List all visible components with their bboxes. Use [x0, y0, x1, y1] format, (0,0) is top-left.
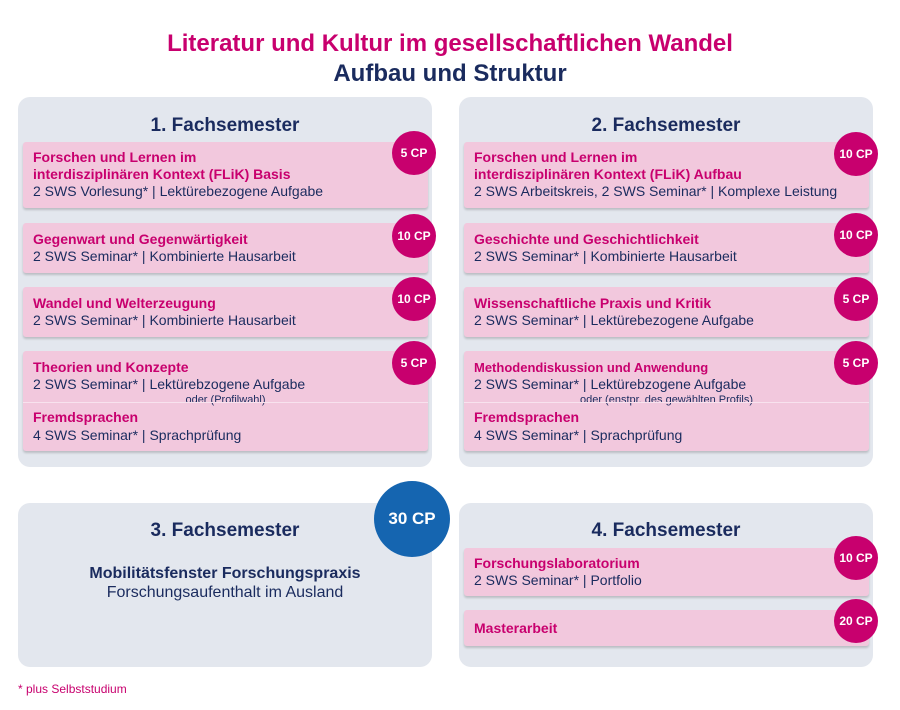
module-flik-aufbau: Forschen und Lernen im interdisziplinäre… [464, 142, 869, 208]
module-theorien: Theorien und Konzepte 2 SWS Seminar* | L… [23, 351, 428, 451]
module-details: 4 SWS Seminar* | Sprachprüfung [33, 427, 242, 443]
semester-4-panel: 4. Fachsemester Forschungslaboratorium 2… [459, 503, 878, 667]
module-title: interdisziplinären Kontext (FLiK) Aufbau [474, 166, 742, 182]
module-details: 2 SWS Seminar* | Lektürebzogene Aufgabe [474, 376, 747, 392]
cp-badge: 20 CP [834, 599, 878, 643]
module-title: Theorien und Konzepte [33, 359, 189, 375]
module-wandel: Wandel und Welterzeugung 2 SWS Seminar* … [23, 287, 428, 337]
module-geschichte: Geschichte und Geschichtlichkeit 2 SWS S… [464, 223, 869, 273]
semester-3-title: 3. Fachsemester [150, 520, 300, 541]
module-details: 2 SWS Seminar* | Lektürebzogene Aufgabe [33, 376, 306, 392]
module-methodendiskussion: Methodendiskussion und Anwendung 2 SWS S… [464, 351, 869, 451]
module-title: Mobilitätsfenster Forschungspraxis [89, 565, 361, 582]
semester-1-title: 1. Fachsemester [150, 115, 300, 136]
semester-3-panel: 3. Fachsemester Mobilitätsfenster Forsch… [18, 503, 432, 667]
cp-badge-large: 30 CP [374, 481, 450, 557]
cp-badge: 10 CP [392, 214, 436, 258]
module-details: 2 SWS Arbeitskreis, 2 SWS Seminar* | Kom… [474, 183, 838, 199]
or-label: oder (Profilwahl) [185, 394, 266, 406]
module-title: Masterarbeit [474, 620, 558, 636]
cp-badge: 10 CP [834, 132, 878, 176]
module-details: Forschungsaufenthalt im Ausland [106, 584, 344, 601]
module-details: 2 SWS Seminar* | Kombinierte Hausarbeit [33, 312, 296, 328]
module-title: Methodendiskussion und Anwendung [474, 360, 709, 375]
module-title: Gegenwart und Gegenwärtigkeit [33, 231, 248, 247]
divider [23, 402, 428, 403]
module-title: Forschungslaboratorium [474, 555, 640, 571]
cp-badge: 10 CP [834, 536, 878, 580]
module-details: 4 SWS Seminar* | Sprachprüfung [474, 427, 683, 443]
module-title: interdisziplinären Kontext (FLiK) Basis [33, 166, 291, 182]
module-forschungslaboratorium: Forschungslaboratorium 2 SWS Seminar* | … [464, 548, 869, 596]
module-details: 2 SWS Vorlesung* | Lektürebezogene Aufga… [33, 183, 324, 199]
module-gegenwart: Gegenwart und Gegenwärtigkeit 2 SWS Semi… [23, 223, 428, 273]
cp-badge: 5 CP [834, 277, 878, 321]
divider [464, 402, 869, 403]
module-flik-basis: Forschen und Lernen im interdisziplinäre… [23, 142, 428, 208]
semester-2-title: 2. Fachsemester [591, 115, 741, 136]
page-subtitle: Aufbau und Struktur [333, 60, 567, 87]
module-title: Geschichte und Geschichtlichkeit [474, 231, 699, 247]
cp-badge: 5 CP [392, 131, 436, 175]
semester-4-title: 4. Fachsemester [591, 520, 741, 541]
module-title: Wissenschaftliche Praxis und Kritik [474, 295, 712, 311]
module-details: 2 SWS Seminar* | Lektürebezogene Aufgabe [474, 312, 754, 328]
module-details: 2 SWS Seminar* | Portfolio [474, 572, 642, 588]
module-details: 2 SWS Seminar* | Kombinierte Hausarbeit [474, 248, 737, 264]
module-title: Forschen und Lernen im [33, 149, 197, 165]
or-label: oder (enstpr. des gewählten Profils) [579, 394, 754, 406]
footnote: * plus Selbststudium [18, 682, 127, 696]
module-masterarbeit: Masterarbeit [464, 610, 869, 646]
cp-badge: 10 CP [834, 213, 878, 257]
module-title: Forschen und Lernen im [474, 149, 638, 165]
module-details: 2 SWS Seminar* | Kombinierte Hausarbeit [33, 248, 296, 264]
module-title: Wandel und Welterzeugung [33, 295, 216, 311]
semester-2-panel: 2. Fachsemester Forschen und Lernen im i… [459, 97, 878, 467]
module-wissenschaftliche-praxis: Wissenschaftliche Praxis und Kritik 2 SW… [464, 287, 869, 337]
cp-badge: 5 CP [834, 341, 878, 385]
module-title: Fremdsprachen [33, 409, 139, 425]
page-title: Literatur und Kultur im gesellschaftlich… [167, 30, 733, 57]
cp-badge: 5 CP [392, 341, 436, 385]
module-title: Fremdsprachen [474, 409, 580, 425]
semester-1-panel: 1. Fachsemester Forschen und Lernen im i… [18, 97, 436, 467]
cp-badge: 10 CP [392, 277, 436, 321]
